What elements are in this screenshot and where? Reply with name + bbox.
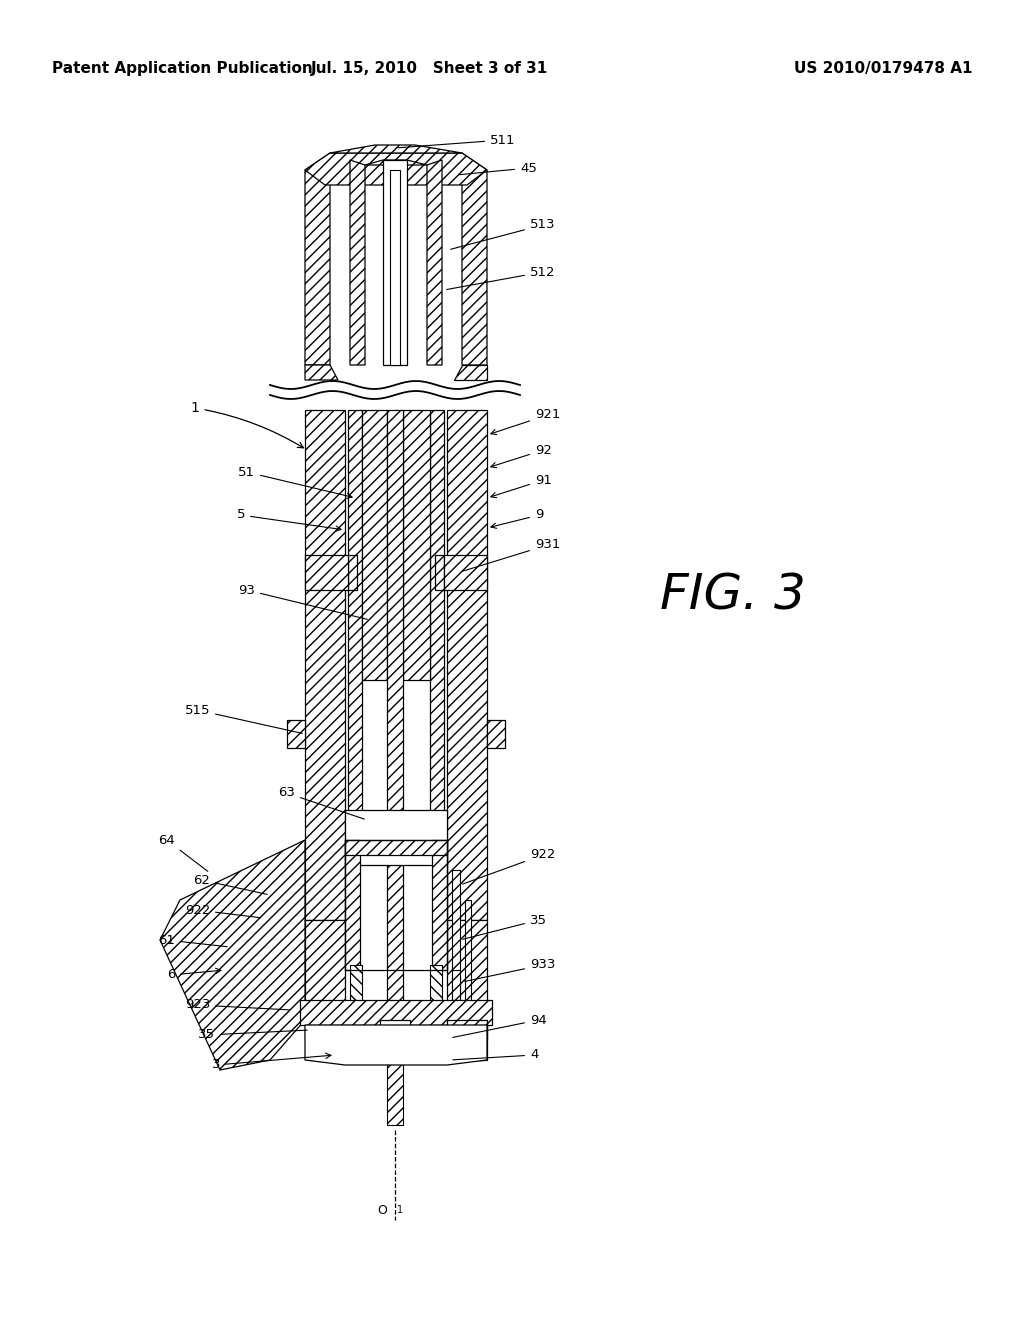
Text: 91: 91 bbox=[490, 474, 552, 498]
Polygon shape bbox=[387, 411, 403, 1049]
Text: 63: 63 bbox=[279, 787, 365, 820]
Polygon shape bbox=[345, 810, 447, 865]
Polygon shape bbox=[305, 153, 330, 366]
Text: 3: 3 bbox=[212, 1053, 331, 1072]
Text: 45: 45 bbox=[459, 161, 537, 174]
Polygon shape bbox=[403, 411, 430, 680]
Text: 923: 923 bbox=[184, 998, 289, 1011]
Text: 922: 922 bbox=[184, 903, 260, 917]
Text: 513: 513 bbox=[451, 219, 555, 249]
Polygon shape bbox=[447, 411, 487, 920]
Text: 515: 515 bbox=[184, 704, 302, 734]
Text: 6: 6 bbox=[167, 969, 221, 982]
Polygon shape bbox=[444, 554, 487, 590]
Text: 511: 511 bbox=[397, 133, 515, 148]
Polygon shape bbox=[390, 170, 400, 366]
Text: FIG. 3: FIG. 3 bbox=[660, 572, 806, 619]
Polygon shape bbox=[300, 1001, 492, 1026]
Text: 93: 93 bbox=[239, 583, 368, 619]
Polygon shape bbox=[305, 411, 345, 920]
Polygon shape bbox=[305, 366, 338, 380]
Text: 1: 1 bbox=[397, 1205, 403, 1214]
Polygon shape bbox=[305, 554, 348, 590]
Text: 9: 9 bbox=[490, 508, 544, 528]
Text: 5: 5 bbox=[237, 508, 341, 531]
Polygon shape bbox=[430, 965, 442, 1026]
Text: 61: 61 bbox=[158, 933, 227, 946]
Polygon shape bbox=[345, 840, 360, 970]
Text: 94: 94 bbox=[453, 1014, 547, 1038]
Polygon shape bbox=[427, 160, 442, 366]
Polygon shape bbox=[287, 719, 305, 748]
Polygon shape bbox=[430, 411, 444, 850]
Polygon shape bbox=[452, 870, 460, 1030]
Text: O: O bbox=[377, 1204, 387, 1217]
Polygon shape bbox=[447, 1020, 487, 1060]
Polygon shape bbox=[305, 153, 487, 185]
Text: 35: 35 bbox=[198, 1028, 307, 1041]
Text: 35: 35 bbox=[463, 913, 547, 940]
Polygon shape bbox=[362, 411, 387, 680]
Polygon shape bbox=[160, 840, 305, 1071]
Polygon shape bbox=[462, 153, 487, 366]
Text: 62: 62 bbox=[194, 874, 267, 895]
Polygon shape bbox=[350, 965, 362, 1026]
Polygon shape bbox=[305, 1026, 487, 1065]
Polygon shape bbox=[465, 900, 471, 1001]
Text: 51: 51 bbox=[238, 466, 352, 499]
Polygon shape bbox=[365, 160, 427, 165]
Polygon shape bbox=[487, 719, 505, 748]
Polygon shape bbox=[345, 840, 447, 855]
Polygon shape bbox=[447, 920, 487, 1040]
Polygon shape bbox=[330, 145, 462, 153]
Text: 921: 921 bbox=[490, 408, 560, 434]
Text: Jul. 15, 2010   Sheet 3 of 31: Jul. 15, 2010 Sheet 3 of 31 bbox=[311, 61, 549, 75]
Polygon shape bbox=[383, 160, 407, 366]
Text: 933: 933 bbox=[465, 958, 555, 982]
Text: 64: 64 bbox=[159, 833, 208, 871]
Text: 4: 4 bbox=[453, 1048, 539, 1061]
Text: Patent Application Publication: Patent Application Publication bbox=[52, 61, 312, 75]
Text: 931: 931 bbox=[463, 539, 560, 572]
Text: US 2010/0179478 A1: US 2010/0179478 A1 bbox=[794, 61, 972, 75]
Text: 92: 92 bbox=[490, 444, 552, 467]
Polygon shape bbox=[452, 970, 460, 1001]
Polygon shape bbox=[350, 160, 365, 366]
Text: 922: 922 bbox=[463, 849, 555, 884]
Polygon shape bbox=[305, 920, 345, 1040]
Polygon shape bbox=[348, 411, 362, 850]
Polygon shape bbox=[432, 840, 447, 970]
Polygon shape bbox=[380, 1020, 410, 1060]
Polygon shape bbox=[454, 366, 487, 380]
Text: 1: 1 bbox=[190, 401, 303, 447]
Text: 512: 512 bbox=[446, 265, 555, 289]
Polygon shape bbox=[387, 1026, 403, 1125]
